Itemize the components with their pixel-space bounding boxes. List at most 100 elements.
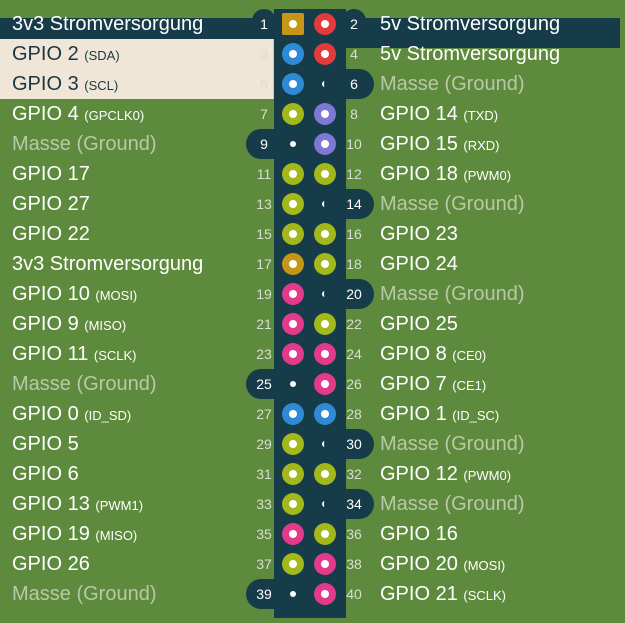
left-pin-label: GPIO 0 (ID_SD) bbox=[12, 403, 132, 425]
right-pin-number: 2 bbox=[342, 9, 366, 39]
gpio-pin-icon bbox=[282, 433, 304, 455]
right-pin-number: 30 bbox=[342, 429, 366, 459]
left-pin-number: 29 bbox=[256, 436, 272, 452]
right-pin-number: 34 bbox=[342, 489, 366, 519]
right-pin-label: GPIO 25 bbox=[380, 313, 458, 335]
gpio-pin-icon bbox=[282, 403, 304, 425]
pin-row-13: Masse (Ground) 25 26 GPIO 7 (CE1) bbox=[0, 369, 620, 399]
right-pin-number: 14 bbox=[342, 189, 366, 219]
gpio-pin-icon bbox=[282, 553, 304, 575]
ground-pin-icon bbox=[282, 373, 304, 395]
gpio-pin-icon bbox=[314, 583, 336, 605]
right-pin-number: 12 bbox=[346, 166, 362, 182]
right-pin-number: 26 bbox=[346, 376, 362, 392]
left-pin-number: 13 bbox=[256, 196, 272, 212]
right-pin-label: GPIO 14 (TXD) bbox=[380, 103, 499, 125]
left-pin-label: GPIO 26 bbox=[12, 553, 90, 575]
pin-row-14: GPIO 0 (ID_SD) 27 28 GPIO 1 (ID_SC) bbox=[0, 399, 620, 429]
pin-row-1: 3v3 Stromversorgung 1 2 5v Stromversorgu… bbox=[0, 9, 620, 48]
left-pin-number: 17 bbox=[256, 256, 272, 272]
left-pin-number: 37 bbox=[256, 556, 272, 572]
left-pin-number: 3 bbox=[260, 46, 268, 62]
gpio-pin-icon bbox=[314, 163, 336, 185]
power-pin-icon bbox=[314, 13, 336, 35]
pin-row-4: GPIO 4 (GPCLK0) 7 8 GPIO 14 (TXD) bbox=[0, 99, 620, 129]
gpio-pin-icon bbox=[282, 103, 304, 125]
right-pin-number: 8 bbox=[350, 106, 358, 122]
right-pin-label: GPIO 24 bbox=[380, 253, 458, 275]
left-pin-label: Masse (Ground) bbox=[12, 133, 157, 155]
gpio-pin-icon bbox=[282, 223, 304, 245]
gpio-pin-icon bbox=[314, 553, 336, 575]
left-pin-number: 27 bbox=[256, 406, 272, 422]
ground-pin-icon bbox=[282, 133, 304, 155]
left-pin-number: 31 bbox=[256, 466, 272, 482]
pin-row-9: 3v3 Stromversorgung 17 18 GPIO 24 bbox=[0, 249, 620, 279]
left-pin-number: 19 bbox=[256, 286, 272, 302]
right-pin-label: Masse (Ground) bbox=[380, 493, 525, 515]
right-pin-label: GPIO 16 bbox=[380, 523, 458, 545]
right-pin-label: Masse (Ground) bbox=[380, 283, 525, 305]
gpio-pin-icon bbox=[282, 523, 304, 545]
pin-row-11: GPIO 9 (MISO) 21 22 GPIO 25 bbox=[0, 309, 620, 339]
power-pin-square-icon bbox=[282, 13, 304, 35]
right-pin-number: 4 bbox=[350, 46, 358, 62]
pin-row-15: GPIO 5 29 30 Masse (Ground) bbox=[0, 429, 620, 459]
left-pin-number: 11 bbox=[256, 166, 272, 182]
left-pin-number: 35 bbox=[256, 526, 272, 542]
right-pin-number: 32 bbox=[346, 466, 362, 482]
left-pin-label: GPIO 11 (SCLK) bbox=[12, 343, 137, 365]
pin-row-3: GPIO 3 (SCL) 5 6 Masse (Ground) bbox=[0, 69, 620, 99]
left-pin-number: 23 bbox=[256, 346, 272, 362]
gpio-pin-icon bbox=[282, 493, 304, 515]
right-pin-label: Masse (Ground) bbox=[380, 433, 525, 455]
gpio-pin-icon bbox=[314, 523, 336, 545]
left-pin-number: 25 bbox=[252, 369, 276, 399]
gpio-pin-icon bbox=[314, 313, 336, 335]
gpio-pin-icon bbox=[282, 43, 304, 65]
right-pin-label: GPIO 21 (SCLK) bbox=[380, 583, 506, 605]
left-pin-label: GPIO 9 (MISO) bbox=[12, 313, 127, 335]
gpio-pin-icon bbox=[282, 73, 304, 95]
right-pin-number: 24 bbox=[346, 346, 362, 362]
left-pin-number: 9 bbox=[252, 129, 276, 159]
right-pin-label: GPIO 8 (CE0) bbox=[380, 343, 487, 365]
gpio-pin-icon bbox=[282, 463, 304, 485]
gpio-pin-icon bbox=[282, 283, 304, 305]
left-pin-label: GPIO 22 bbox=[12, 223, 90, 245]
left-pin-number: 39 bbox=[252, 579, 276, 609]
gpio-pin-icon bbox=[314, 463, 336, 485]
pin-row-17: GPIO 13 (PWM1) 33 34 Masse (Ground) bbox=[0, 489, 620, 519]
left-pin-label: GPIO 27 bbox=[12, 193, 90, 215]
left-pin-label: GPIO 19 (MISO) bbox=[12, 523, 138, 545]
power-pin-icon bbox=[314, 43, 336, 65]
right-pin-label: GPIO 12 (PWM0) bbox=[380, 463, 512, 485]
power-pin-icon bbox=[282, 253, 304, 275]
left-pin-label: Masse (Ground) bbox=[12, 373, 157, 395]
left-pin-number: 33 bbox=[256, 496, 272, 512]
gpio-pin-icon bbox=[314, 373, 336, 395]
gpio-pin-icon bbox=[314, 133, 336, 155]
right-pin-label: GPIO 1 (ID_SC) bbox=[380, 403, 500, 425]
right-pin-label: Masse (Ground) bbox=[380, 193, 525, 215]
right-pin-number: 16 bbox=[346, 226, 362, 242]
right-pin-label: 5v Stromversorgung bbox=[380, 13, 561, 35]
pin-row-7: GPIO 27 13 14 Masse (Ground) bbox=[0, 189, 620, 219]
gpio-pin-icon bbox=[314, 343, 336, 365]
left-pin-label: GPIO 6 bbox=[12, 463, 79, 485]
pin-row-18: GPIO 19 (MISO) 35 36 GPIO 16 bbox=[0, 519, 620, 549]
right-pin-label: GPIO 15 (RXD) bbox=[380, 133, 500, 155]
left-highlight bbox=[0, 39, 274, 69]
pin-row-12: GPIO 11 (SCLK) 23 24 GPIO 8 (CE0) bbox=[0, 339, 620, 369]
left-pin-label: GPIO 17 bbox=[12, 163, 90, 185]
gpio-pin-icon bbox=[282, 343, 304, 365]
pin-row-2: GPIO 2 (SDA) 3 4 5v Stromversorgung bbox=[0, 39, 620, 69]
right-pin-number: 28 bbox=[346, 406, 362, 422]
left-pin-number: 7 bbox=[260, 106, 268, 122]
right-pin-number: 40 bbox=[346, 586, 362, 602]
right-pin-number: 22 bbox=[346, 316, 362, 332]
right-pin-number: 38 bbox=[346, 556, 362, 572]
left-pin-number: 21 bbox=[256, 316, 272, 332]
right-pin-number: 10 bbox=[346, 136, 362, 152]
